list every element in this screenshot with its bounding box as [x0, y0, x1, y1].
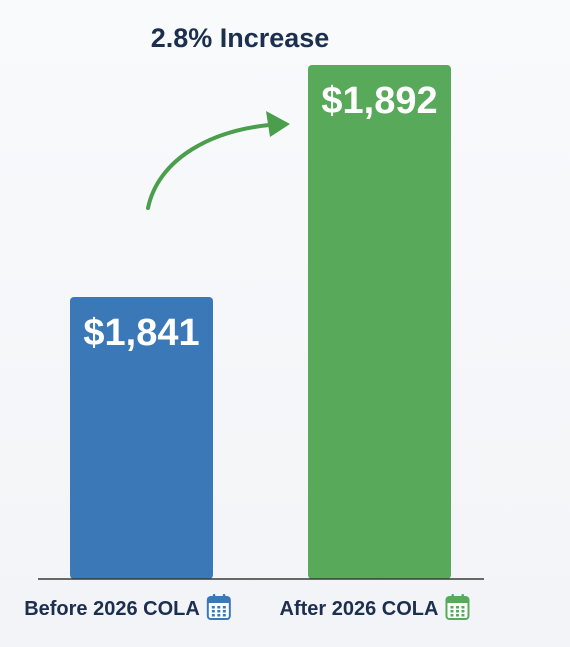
bar-before-cola	[70, 296, 213, 579]
increase-arrow	[146, 122, 284, 210]
category-label: After 2026 COLA	[280, 598, 439, 620]
calendar-icon	[445, 594, 470, 620]
increase-arrowhead	[266, 111, 290, 137]
calendar-icon	[206, 594, 231, 620]
value-label-after: $1,892	[321, 80, 437, 122]
category-label: Before 2026 COLA	[24, 598, 200, 620]
value-labels-group: $1,841 $1,892	[83, 80, 437, 354]
bars-group	[70, 65, 451, 579]
chart-title: 2.8% Increase	[151, 23, 330, 53]
category-labels-group: Before 2026 COLA After 2026 COLA	[24, 594, 470, 620]
category-before: Before 2026 COLA	[24, 594, 231, 620]
value-label-before: $1,841	[83, 312, 199, 354]
category-after: After 2026 COLA	[280, 594, 470, 620]
bar-after-cola	[308, 65, 451, 579]
